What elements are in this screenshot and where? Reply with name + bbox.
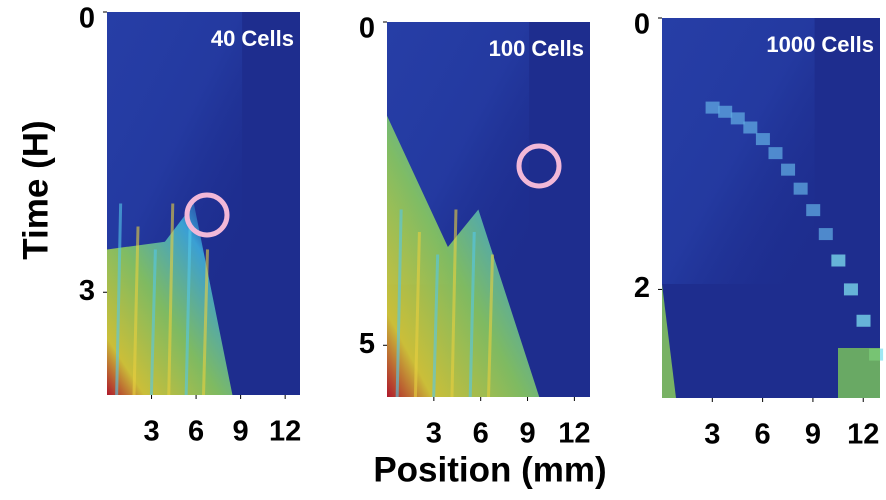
heatmap-streak [843, 283, 858, 296]
heatmap-streak [730, 112, 745, 125]
x-tick-label: 6 [473, 418, 489, 450]
heatmap-streak [167, 203, 175, 396]
heatmap-streak [202, 249, 209, 396]
heatmap-streak [718, 105, 733, 118]
heatmap-panel [107, 12, 300, 396]
heatmap-streak [743, 121, 758, 134]
heatmap-streak [395, 209, 403, 398]
heatmap-streak [413, 231, 421, 398]
panel-title: 100 Cells [489, 36, 584, 61]
y-axis-label: Time (H) [16, 120, 55, 259]
heatmap-streak [450, 209, 458, 398]
heatmap-streak [793, 182, 808, 195]
x-axis-label: Position (mm) [373, 450, 606, 489]
heatmap-streak [468, 231, 476, 398]
heatmap-streak [755, 133, 770, 146]
heatmap-streak [132, 226, 140, 396]
heatmap-streak [705, 101, 720, 114]
annotation-circle [184, 192, 230, 238]
heatmap-panel [662, 18, 884, 398]
y-tick-label: 3 [79, 275, 95, 307]
heatmap-streak [149, 249, 157, 396]
heatmap-streak [768, 147, 783, 160]
x-tick-label: 9 [233, 416, 249, 448]
heatmap-hot-region [838, 348, 880, 398]
heatmap-haze [662, 18, 815, 284]
heatmap-streak [806, 204, 821, 217]
x-tick-label: 12 [847, 419, 879, 451]
x-tick-label: 9 [519, 418, 535, 450]
x-tick-label: 3 [143, 416, 159, 448]
heatmap-panel [387, 22, 590, 398]
heatmap-hot-region [662, 284, 676, 398]
heatmap-streak [818, 228, 833, 241]
heatmap-streak [184, 226, 192, 396]
y-tick-label: 0 [359, 13, 375, 45]
heatmap-streak [781, 163, 796, 176]
heatmap-streak [856, 314, 871, 327]
x-tick-label: 6 [188, 416, 204, 448]
heatmap-streak [831, 254, 846, 267]
heatmap-streak [432, 254, 440, 398]
x-tick-label: 3 [426, 418, 442, 450]
panel-title: 1000 Cells [766, 32, 874, 57]
y-tick-label: 0 [79, 3, 95, 35]
heatmap-hot-region [387, 115, 540, 397]
panel-title: 40 Cells [211, 26, 294, 51]
annotation-circle [516, 143, 562, 189]
heatmap-streak [487, 254, 494, 398]
x-tick-label: 12 [269, 416, 301, 448]
y-tick-label: 2 [634, 272, 650, 304]
x-tick-label: 12 [558, 418, 590, 450]
x-tick-label: 3 [704, 419, 720, 451]
y-tick-label: 0 [634, 9, 650, 41]
x-tick-label: 6 [755, 419, 771, 451]
x-tick-label: 9 [805, 419, 821, 451]
y-tick-label: 5 [359, 328, 375, 360]
heatmap-streak [115, 203, 123, 396]
